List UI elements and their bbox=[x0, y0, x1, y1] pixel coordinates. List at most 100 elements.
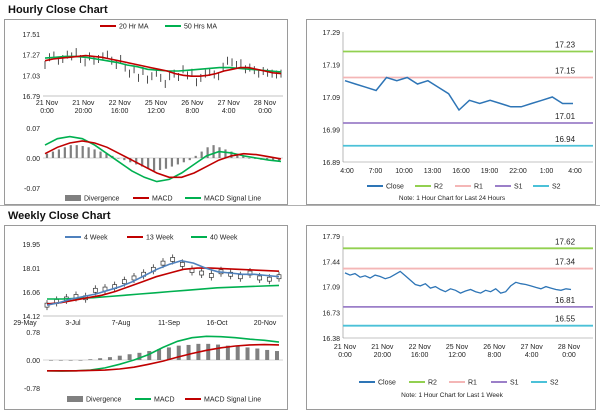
hourly-price-x-tick: 21 Nov bbox=[72, 100, 95, 107]
hourly-close-y-tick: 16.99 bbox=[322, 128, 340, 135]
hourly-level-label-r2: 17.23 bbox=[555, 41, 576, 50]
hourly-divergence-bar bbox=[206, 147, 209, 158]
hourly-divergence-bar bbox=[63, 147, 66, 158]
weekly-candle-body bbox=[131, 275, 137, 281]
hourly-price-x-tick-sub: 0:00 bbox=[40, 108, 54, 115]
weekly-close-x-tick-sub: 8:00 bbox=[488, 352, 502, 359]
weekly-close-x-tick: 21 Nov bbox=[334, 344, 357, 351]
hourly-divergence-bar bbox=[117, 158, 120, 159]
legend-hourly-macd-label: MACD bbox=[152, 196, 173, 203]
weekly-section-title: Weekly Close Chart bbox=[8, 210, 111, 222]
weekly-close-x-tick-sub: 12:00 bbox=[448, 352, 466, 359]
legend-4-week-label: 4 Week bbox=[84, 235, 108, 242]
hourly-divergence-bar bbox=[99, 151, 102, 158]
weekly-level-label-s1: 16.81 bbox=[555, 296, 576, 305]
hourly-divergence-bar bbox=[188, 158, 191, 161]
hourly-close-x-tick: 22:00 bbox=[509, 168, 527, 175]
hourly-price-x-tick: 21 Nov bbox=[36, 100, 59, 107]
hourly-divergence-bar bbox=[87, 147, 90, 158]
legend-hourly-signal-label: MACD Signal Line bbox=[204, 196, 261, 203]
legend-weekly-divergence-label: Divergence bbox=[86, 397, 122, 404]
weekly-price-x-tick: 11-Sep bbox=[158, 320, 180, 327]
weekly-indicators-chart: 4 Week 13 Week 40 Week 19.95 18.01 16.06 14.12… bbox=[13, 235, 283, 404]
legend-hourly-divergence-label: Divergence bbox=[84, 196, 120, 203]
legend-weekly-close-r1-label: R1 bbox=[468, 380, 477, 387]
weekly-level-label-s2: 16.55 bbox=[555, 315, 576, 324]
legend-weekly-close-s2-label: S2 bbox=[550, 380, 559, 387]
weekly-close-line bbox=[344, 270, 572, 294]
weekly-divergence-bar bbox=[117, 355, 122, 360]
weekly-price-x-tick: 7-Aug bbox=[112, 320, 131, 327]
weekly-candle-body bbox=[208, 273, 214, 278]
weekly-close-panel: 17.79 17.44 17.09 16.73 16.38 17.62 17.34 16.81… bbox=[306, 225, 596, 410]
weekly-divergence-bar bbox=[235, 346, 240, 360]
hourly-divergence-bar bbox=[75, 145, 78, 158]
weekly-divergence-bar bbox=[98, 358, 103, 360]
hourly-close-x-tick: 7:00 bbox=[369, 168, 383, 175]
legend-weekly-close-close-label: Close bbox=[378, 380, 396, 387]
weekly-macd-y-tick: 0.78 bbox=[26, 330, 40, 337]
weekly-candle-body bbox=[121, 279, 127, 285]
hourly-divergence-bar bbox=[170, 158, 174, 167]
hourly-divergence-bar bbox=[93, 149, 96, 158]
weekly-close-x-tick: 28 Nov bbox=[558, 344, 581, 351]
weekly-divergence-bar bbox=[147, 351, 152, 360]
weekly-divergence-bar bbox=[127, 354, 132, 360]
weekly-ma4-line bbox=[46, 259, 280, 306]
hourly-price-x-tick: 26 Nov bbox=[181, 100, 204, 107]
hourly-close-x-tick: 13:00 bbox=[424, 168, 442, 175]
weekly-divergence-bar bbox=[265, 349, 270, 360]
hourly-divergence-bar bbox=[194, 155, 197, 158]
hourly-signal-line bbox=[44, 140, 282, 179]
hourly-price-x-tick: 22 Nov bbox=[109, 100, 132, 107]
hourly-macd-y-tick: 0.00 bbox=[26, 156, 40, 163]
weekly-close-x-tick-sub: 16:00 bbox=[411, 352, 429, 359]
legend-20hr-ma-label: 20 Hr MA bbox=[119, 24, 149, 31]
section-divider bbox=[0, 205, 600, 206]
weekly-close-x-tick-sub: 0:00 bbox=[562, 352, 576, 359]
weekly-candle-body bbox=[160, 260, 166, 266]
hourly-divergence-bar bbox=[200, 151, 203, 158]
weekly-divergence-bar bbox=[186, 344, 191, 360]
legend-weekly-divergence-swatch bbox=[67, 396, 83, 402]
legend-hourly-divergence-swatch bbox=[65, 195, 81, 201]
weekly-divergence-bar bbox=[225, 345, 230, 360]
hourly-divergence-bar bbox=[164, 158, 168, 169]
legend-40-week-label: 40 Week bbox=[210, 235, 238, 242]
weekly-close-y-tick: 17.79 bbox=[322, 234, 340, 241]
hourly-close-y-tick: 17.29 bbox=[322, 30, 340, 37]
hourly-price-x-tick-sub: 4:00 bbox=[222, 108, 236, 115]
weekly-price-y-tick: 14.12 bbox=[22, 314, 40, 321]
weekly-close-y-tick: 16.38 bbox=[322, 336, 340, 343]
weekly-divergence-bar bbox=[176, 345, 181, 360]
weekly-price-x-tick: 16-Oct bbox=[206, 320, 227, 327]
weekly-divergence-bar bbox=[49, 360, 53, 361]
weekly-candle-body bbox=[199, 270, 205, 276]
hourly-price-x-tick-sub: 0:00 bbox=[258, 108, 272, 115]
weekly-price-y-tick: 16.06 bbox=[22, 290, 40, 297]
weekly-candle-body bbox=[237, 274, 243, 280]
weekly-ma13-line bbox=[46, 267, 280, 305]
hourly-divergence-bar bbox=[141, 158, 144, 167]
hourly-close-x-tick: 16:00 bbox=[452, 168, 470, 175]
weekly-close-x-tick: 25 Nov bbox=[446, 344, 469, 351]
hourly-close-y-tick: 17.09 bbox=[322, 95, 340, 102]
weekly-close-y-tick: 17.09 bbox=[322, 285, 340, 292]
weekly-close-y-tick: 17.44 bbox=[322, 259, 340, 266]
hourly-macd-y-tick: -0.07 bbox=[24, 186, 40, 193]
weekly-price-x-tick: 3-Jul bbox=[65, 320, 81, 327]
weekly-divergence-bar bbox=[166, 347, 171, 360]
weekly-price-x-tick: 20-Nov bbox=[254, 320, 277, 327]
weekly-divergence-bar bbox=[157, 349, 162, 360]
weekly-divergence-bar bbox=[68, 360, 73, 361]
weekly-macd-y-tick: -0.78 bbox=[24, 386, 40, 393]
hourly-divergence-bar bbox=[236, 153, 239, 158]
legend-hourly-close-r2-label: R2 bbox=[434, 184, 443, 191]
hourly-close-x-tick: 4:00 bbox=[340, 168, 354, 175]
hourly-price-x-tick-sub: 20:00 bbox=[75, 108, 93, 115]
weekly-divergence-bar bbox=[107, 357, 112, 360]
hourly-close-y-tick: 17.19 bbox=[322, 63, 340, 70]
weekly-candle-body bbox=[170, 257, 176, 262]
hourly-close-x-tick: 1:00 bbox=[540, 168, 554, 175]
hourly-close-panel: 17.29 17.19 17.09 16.99 16.89 17.23 17.15 17.01… bbox=[306, 19, 596, 205]
